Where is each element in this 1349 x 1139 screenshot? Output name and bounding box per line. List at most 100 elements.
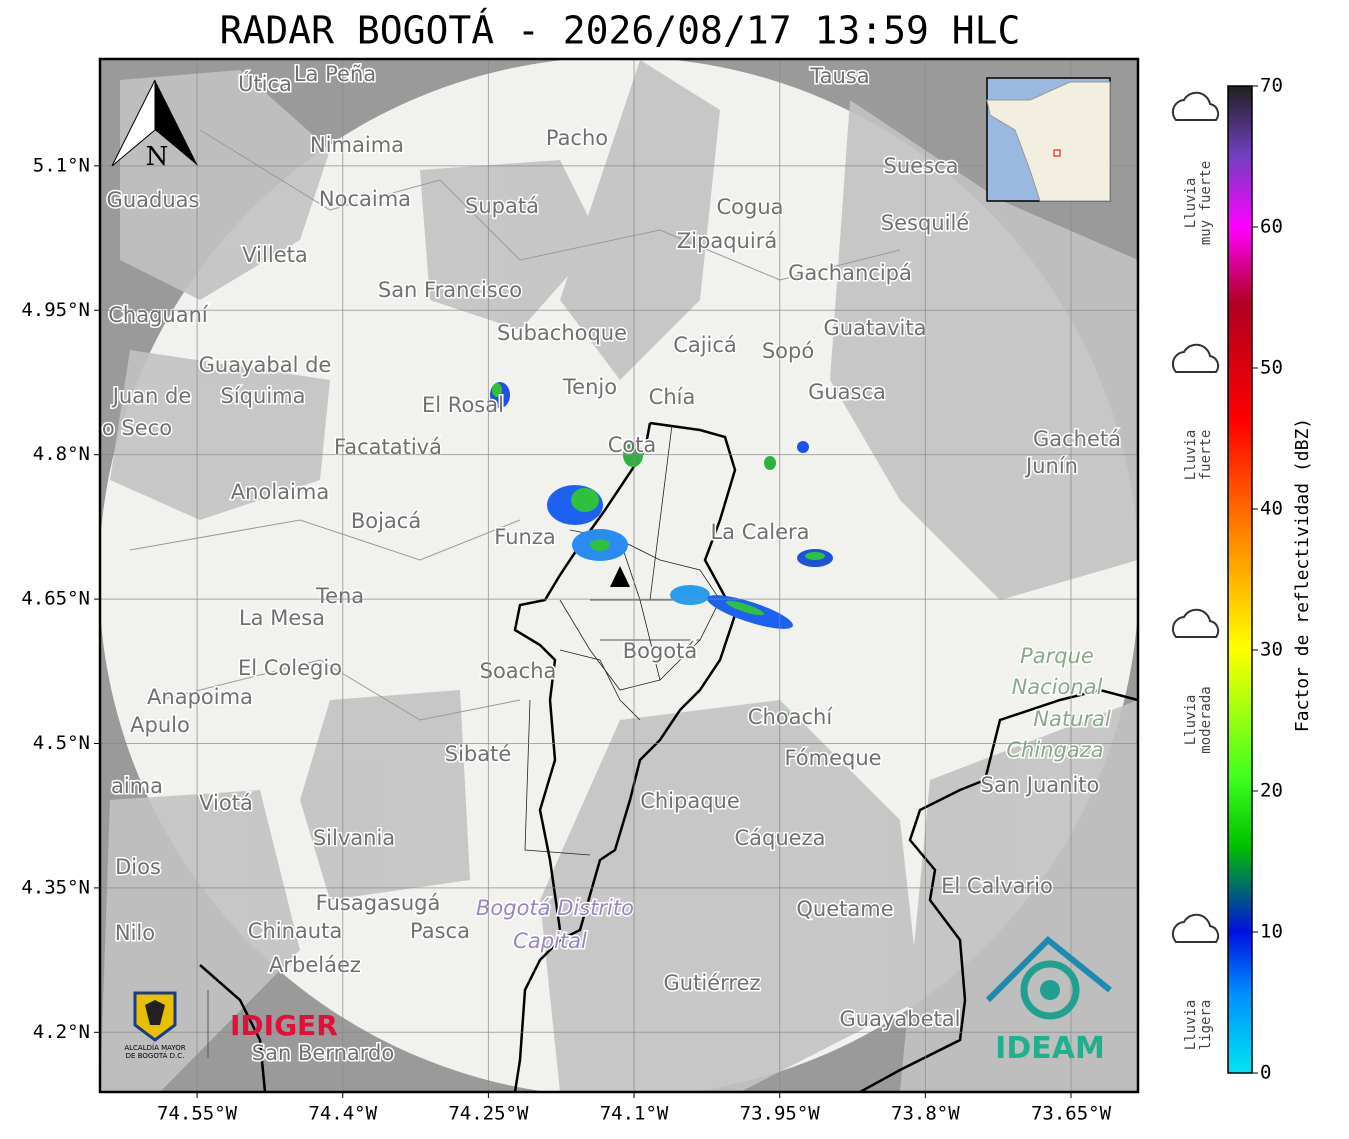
place-label: Pacho [546, 126, 608, 150]
place-label: Guaduas [107, 188, 200, 212]
place-label: Nilo [115, 921, 155, 945]
colorbar [1227, 85, 1253, 1074]
y-tick-label: 4.95°N [21, 299, 90, 321]
place-label: Fusagasugá [316, 891, 441, 915]
place-label: San Francisco [378, 278, 522, 302]
place-label: Junín [1024, 454, 1078, 478]
rain-label: muy fuerte [1198, 161, 1214, 245]
place-label: Supatá [465, 194, 539, 218]
place-label: Villeta [242, 243, 307, 267]
place-label: Pasca [410, 919, 470, 943]
place-label: Quetame [796, 897, 893, 921]
place-label: Chipaque [640, 789, 740, 813]
alcaldia-text: DE BOGOTÁ D.C. [126, 1051, 185, 1060]
place-label: Síquima [221, 384, 306, 408]
place-label: Apulo [130, 713, 190, 737]
place-label: Cogua [716, 195, 783, 219]
place-label: Tenjo [562, 375, 617, 399]
place-label: Chaguaní [108, 303, 209, 327]
logos: ALCALDÍA MAYOR DE BOGOTÁ D.C. IDIGER IDE… [124, 935, 1112, 1066]
place-label: Juan de [111, 384, 192, 408]
x-tick-label: 73.8°W [891, 1103, 960, 1125]
rain-label: ligera [1198, 1000, 1214, 1051]
rain-icon [1171, 608, 1220, 638]
place-label: Nimaima [310, 133, 404, 157]
place-label: Arbeláez [269, 953, 361, 977]
north-arrow: N [111, 79, 198, 172]
y-tick-label: 4.5°N [33, 732, 90, 754]
rain-label: Lluvia [1183, 430, 1199, 481]
idiger-logo: IDIGER [230, 1009, 338, 1042]
x-tick-label: 73.65°W [1031, 1103, 1112, 1125]
map-frame [98, 57, 1140, 1094]
y-tick-label: 4.2°N [33, 1021, 90, 1043]
place-label: o Seco [102, 416, 172, 440]
place-label: Chingaza [1006, 738, 1103, 762]
place-label: Natural [1033, 707, 1111, 731]
place-label: Funza [494, 525, 555, 549]
place-label: Zipaquirá [677, 229, 777, 253]
place-label: Guayabal de [199, 353, 332, 377]
y-tick-label: 5.1°N [33, 154, 90, 176]
colorbar-tick-label: 0 [1260, 1062, 1271, 1084]
colorbar-label: Factor de reflectividad (dBZ) [1292, 418, 1313, 732]
place-label: Útica [238, 71, 292, 96]
place-label: Gutiérrez [664, 971, 761, 995]
x-tick-label: 74.25°W [448, 1103, 529, 1125]
x-tick-label: 74.1°W [600, 1103, 669, 1125]
place-label: Viotá [199, 791, 253, 815]
rain-icon [1171, 91, 1220, 121]
place-label: Facatativá [334, 435, 442, 459]
place-label: San Bernardo [252, 1041, 394, 1065]
place-label: Guasca [808, 380, 886, 404]
x-tick-label: 74.4°W [308, 1103, 377, 1125]
place-label: El Rosal [422, 393, 504, 417]
y-tick-label: 4.65°N [21, 588, 90, 610]
place-label: La Calera [710, 520, 809, 544]
place-label: Chinauta [248, 919, 342, 943]
ideam-logo: IDEAM [995, 1031, 1105, 1066]
place-label: Guatavita [824, 316, 927, 340]
place-label: El Colegio [238, 656, 342, 680]
colorbar-tick-label: 60 [1260, 216, 1283, 238]
alcaldia-text: ALCALDÍA MAYOR [124, 1043, 185, 1052]
place-label: Nacional [1012, 675, 1103, 699]
colorbar-tick-label: 10 [1260, 921, 1283, 943]
place-label: Silvania [313, 826, 395, 850]
place-label: Sibaté [445, 742, 512, 766]
colorbar-tick-label: 40 [1260, 498, 1283, 520]
y-tick-label: 4.35°N [21, 876, 90, 898]
place-label: Anolaima [231, 480, 329, 504]
place-label: Bogotá Distrito [476, 896, 634, 920]
rain-label: Lluvia [1183, 1000, 1199, 1051]
colorbar-tick-label: 30 [1260, 639, 1283, 661]
rain-icon [1171, 343, 1220, 373]
place-label: Fómeque [784, 746, 881, 770]
rain-label: Lluvia [1183, 695, 1199, 746]
place-label: Tausa [809, 64, 869, 88]
district-border [199, 421, 1138, 1092]
radar-echoes [490, 382, 833, 718]
place-label: Cajicá [673, 333, 737, 357]
place-label: Anapoima [147, 685, 253, 709]
colorbar-ticks: 0 10 20 30 40 50 60 70 [1252, 75, 1283, 1084]
localities [524, 424, 721, 856]
grid: 74.55°W 74.4°W 74.25°W 74.1°W 73.95°W 73.8°W 7… [21, 59, 1138, 1125]
rain-label: Lluvia [1183, 178, 1199, 229]
place-label: Chía [649, 385, 696, 409]
place-label: Parque [1020, 644, 1094, 668]
place-label: Cota [608, 433, 657, 457]
place-label: La Peña [294, 62, 376, 86]
place-label: Subachoque [497, 321, 627, 345]
y-tick-label: 4.8°N [33, 443, 90, 465]
rain-label: fuerte [1198, 430, 1214, 481]
inset-map [986, 77, 1111, 202]
colorbar-tick-label: 20 [1260, 780, 1283, 802]
colorbar-tick-label: 70 [1260, 75, 1283, 97]
north-label: N [146, 142, 169, 172]
place-label: El Calvario [941, 874, 1053, 898]
